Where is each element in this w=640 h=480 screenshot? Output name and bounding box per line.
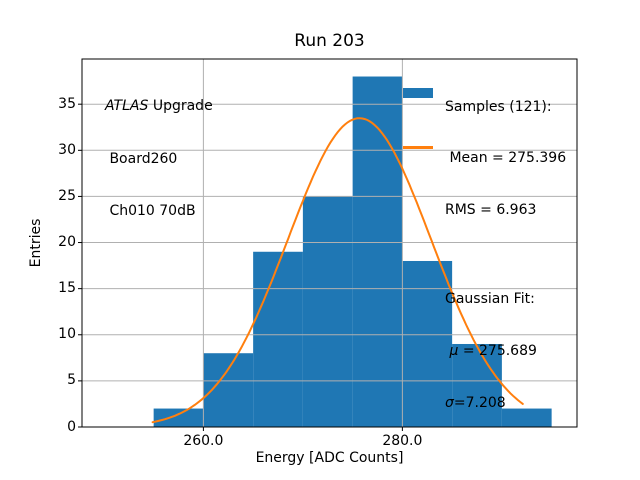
y-tick-label: 25	[58, 187, 76, 204]
y-tick-label: 5	[67, 372, 76, 389]
histogram-bar	[352, 76, 403, 428]
mu-value: = 275.689	[458, 343, 537, 359]
gaussian-fit-curve	[151, 117, 524, 424]
y-tick-label: 30	[58, 141, 76, 158]
y-tick-label: 35	[58, 95, 76, 112]
legend-fit-sigma: σ=7.208	[445, 395, 566, 412]
annotation-line-3: Ch010 70dB	[105, 203, 196, 219]
mu-symbol: μ	[449, 343, 459, 359]
chart-title: Run 203	[294, 31, 365, 51]
x-tick-label: 260.0	[183, 433, 224, 449]
histogram-bar	[253, 251, 303, 427]
y-tick-label: 15	[58, 280, 76, 297]
histogram-bar	[153, 408, 204, 427]
annotation-text: ATLAS Upgrade Board260 Ch010 70dB	[105, 63, 213, 256]
sigma-value: =7.208	[453, 394, 506, 411]
legend-fit-swatch	[403, 146, 433, 149]
x-axis-label: Energy [ADC Counts]	[255, 450, 404, 466]
annotation-line-2: Board260	[105, 150, 178, 167]
sigma-symbol: σ	[445, 394, 454, 411]
legend-fit-mu: μ = 275.689	[445, 343, 566, 360]
annotation-atlas: ATLAS	[105, 98, 149, 114]
x-tick-label: 280.0	[382, 433, 423, 449]
legend-samples-swatch	[403, 88, 433, 98]
annotation-upgrade: Upgrade	[148, 98, 213, 114]
histogram-bar	[452, 343, 502, 427]
y-tick-label: 10	[58, 326, 76, 343]
y-tick-label: 20	[58, 234, 76, 251]
legend-samples-title: Samples (121):	[445, 98, 552, 115]
annotation-line-1: ATLAS Upgrade	[105, 98, 213, 116]
legend-samples-mean: Mean = 275.396	[445, 150, 567, 167]
legend-fit-title: Gaussian Fit:	[445, 291, 535, 308]
y-tick-label: 0	[67, 418, 76, 435]
legend: Samples (121): Mean = 275.396 RMS = 6.96…	[445, 64, 566, 447]
histogram-bar	[501, 408, 552, 427]
histogram-bar	[302, 196, 353, 427]
legend-spacer	[445, 254, 566, 257]
legend-samples-rms: RMS = 6.963	[445, 202, 537, 218]
